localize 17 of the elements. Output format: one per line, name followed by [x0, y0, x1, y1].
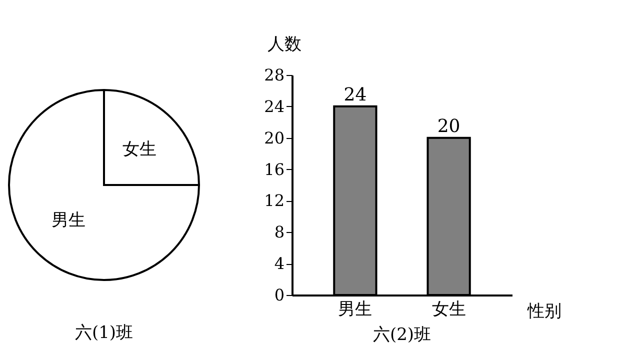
x-axis-title: 性别	[526, 302, 562, 322]
y-tick-label: 8	[274, 222, 284, 242]
data-label: 20	[437, 116, 460, 137]
y-tick-label: 24	[264, 96, 284, 116]
slice-label: 女生	[122, 140, 156, 160]
text: 六(2)班	[372, 325, 432, 345]
pie-slice	[8, 89, 200, 281]
y-tick-label: 12	[264, 191, 284, 210]
text: 六(1)班	[74, 323, 134, 343]
y-tick-label: 16	[264, 160, 284, 179]
y-tick-label: 28	[264, 66, 284, 84]
y-axis-title: 人数	[268, 34, 302, 54]
y-tick-label: 20	[264, 128, 284, 148]
data-label: 24	[344, 84, 367, 106]
y-tick-label: 0	[274, 286, 284, 304]
y-tick-label: 4	[274, 254, 284, 274]
slice-label: 男生	[52, 210, 86, 230]
